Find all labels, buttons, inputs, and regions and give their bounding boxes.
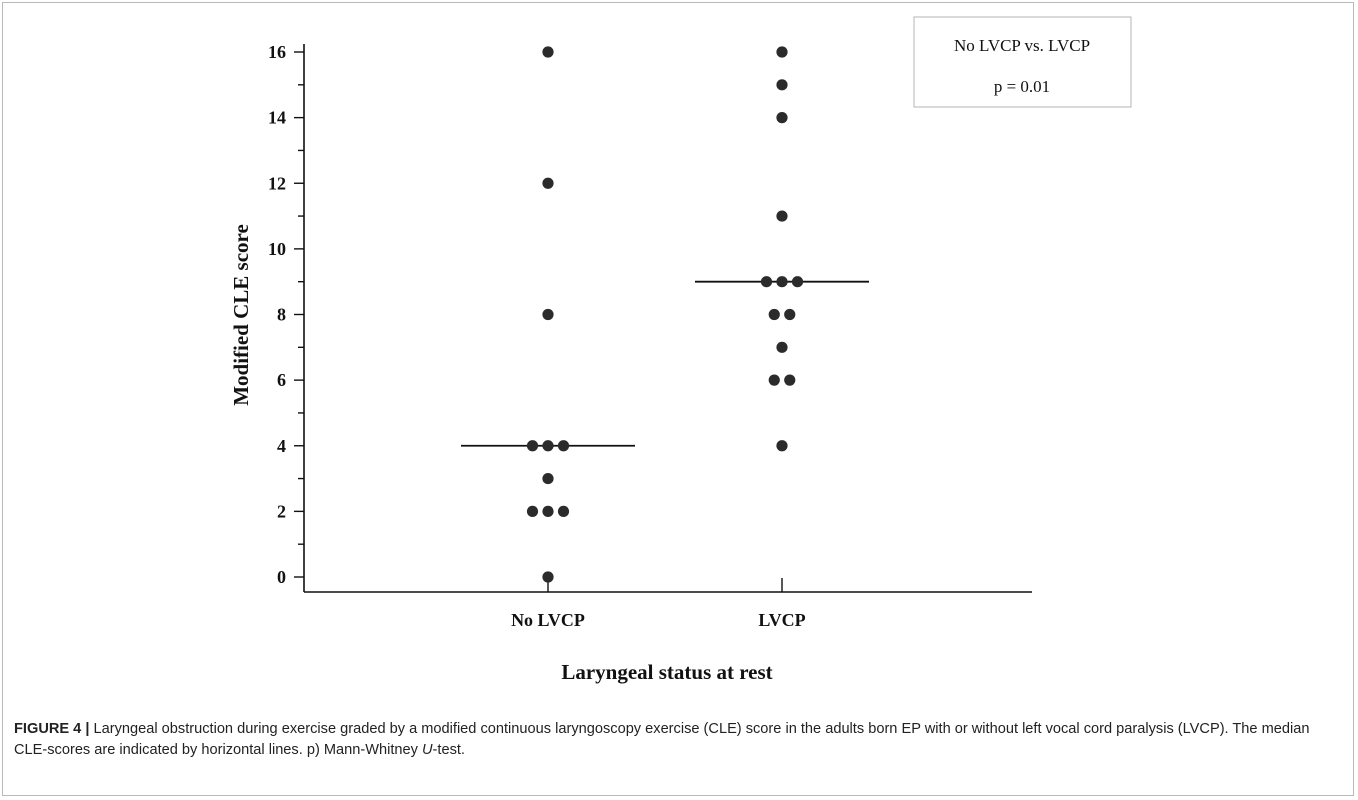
data-point <box>784 374 796 386</box>
caption-text-end: -test. <box>432 742 465 758</box>
data-point <box>557 440 570 452</box>
median-lines <box>461 280 869 447</box>
stats-legend-frame <box>913 16 1132 108</box>
figure-caption: FIGURE 4 | Laryngeal obstruction during … <box>14 719 1344 761</box>
y-tick-label: 6 <box>277 370 286 390</box>
x-axis-title: Laryngeal status at rest <box>561 660 772 684</box>
caption-text: Laryngeal obstruction during exercise gr… <box>14 721 1310 758</box>
data-point <box>776 341 788 353</box>
y-axis-title: Modified CLE score <box>229 224 253 406</box>
y-tick-label: 16 <box>268 42 286 62</box>
data-point <box>526 505 539 517</box>
data-point <box>542 472 554 485</box>
data-point <box>791 276 804 288</box>
data-point <box>542 46 554 58</box>
y-tick-label: 4 <box>277 436 286 456</box>
y-tick-label: 0 <box>277 567 286 587</box>
data-point <box>760 276 773 288</box>
data-point <box>542 571 554 583</box>
caption-figure-label: FIGURE 4 | <box>14 721 90 737</box>
dot-plot-chart: 0 2 4 6 8 10 12 14 16 No LVCP LVCP Modified CLE s… <box>229 16 1132 684</box>
data-point <box>542 177 554 189</box>
y-tick-label: 8 <box>277 305 286 325</box>
data-point <box>776 112 788 124</box>
stats-p-value: p = 0.01 <box>994 77 1050 96</box>
data-point <box>542 440 554 452</box>
data-point <box>776 46 788 58</box>
data-point <box>784 308 796 321</box>
data-point <box>776 210 788 222</box>
y-tick-label: 10 <box>268 239 286 259</box>
data-point <box>542 308 554 321</box>
stats-comparison-label: No LVCP vs. LVCP <box>954 36 1090 55</box>
y-tick-label: 14 <box>268 108 286 128</box>
data-point <box>776 276 788 288</box>
caption-italic-u: U <box>422 742 433 758</box>
data-point <box>768 374 780 386</box>
data-points <box>526 46 804 583</box>
x-tick-label: LVCP <box>758 610 805 630</box>
y-tick-label: 12 <box>268 173 286 193</box>
data-point <box>776 79 788 91</box>
y-tick-label: 2 <box>277 501 286 521</box>
data-point <box>768 308 780 321</box>
y-axis: 0 2 4 6 8 10 12 14 16 <box>268 42 305 592</box>
data-point <box>557 505 570 517</box>
stats-legend-box: No LVCP vs. LVCP p = 0.01 <box>913 16 1132 108</box>
data-point <box>542 505 554 517</box>
data-point <box>776 440 788 452</box>
x-axis: No LVCP LVCP <box>304 578 1032 630</box>
data-point <box>526 440 539 452</box>
x-tick-label: No LVCP <box>511 610 585 630</box>
